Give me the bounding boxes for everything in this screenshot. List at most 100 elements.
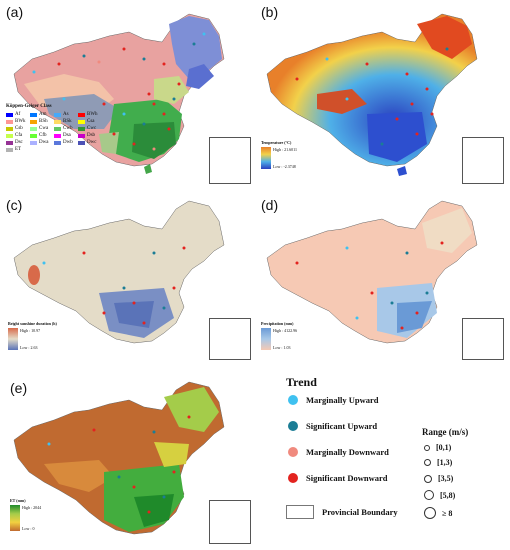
koppen-class-item: ET [6, 147, 29, 153]
trend-item: Significant Downward [288, 473, 387, 483]
range-item: [0,1) [424, 443, 451, 452]
temperature-map [266, 13, 478, 176]
class-label: Dwa [39, 140, 49, 145]
trend-label: Significant Upward [306, 421, 378, 431]
colorbar-high: High : 21.6011 [273, 147, 297, 152]
koppen-legend: Köppen-Geiger Class Af Am As BWh BWk BSh BSk Cs… [6, 104, 101, 153]
koppen-class-list: Af Am As BWh BWk BSh BSk Csa Csb Cwa Cwb Cwc Cfa Cfb D… [6, 112, 101, 153]
boundary-swatch [286, 505, 314, 519]
circle-icon [424, 507, 436, 519]
koppen-class-item: BSk [54, 119, 77, 125]
class-label: BWk [15, 119, 26, 124]
colorbar-title: ET (mm) [10, 498, 26, 503]
colorbar-low: Low : 2.63 [20, 345, 38, 350]
class-swatch [54, 127, 61, 131]
koppen-class-item: Dwb [54, 140, 77, 146]
class-swatch [6, 127, 13, 131]
class-swatch [54, 141, 61, 145]
circle-icon [424, 490, 434, 500]
class-label: Dwb [63, 140, 73, 145]
koppen-class-item: Dsc [6, 140, 29, 146]
circle-icon [288, 421, 298, 431]
south-china-sea-inset [209, 318, 251, 360]
colorbar-title: Bright sunshine duration (h) [8, 321, 57, 326]
koppen-class-item: BWh [78, 112, 101, 118]
range-title: Range (m/s) [422, 427, 469, 437]
precipitation-map [266, 200, 478, 344]
colorbar-title: Precipitation (mm) [261, 321, 294, 326]
class-label: Af [15, 112, 21, 117]
precipitation-colorbar [261, 328, 271, 350]
koppen-map [13, 13, 225, 174]
et-map [13, 381, 225, 535]
colorbar-low: Low : 0 [22, 526, 35, 531]
panel-label: (a) [6, 4, 24, 20]
class-swatch [54, 120, 61, 124]
legend-title: Köppen-Geiger Class [6, 104, 52, 109]
class-swatch [78, 113, 85, 117]
class-label: BSh [39, 119, 48, 124]
koppen-class-item: Dsb [78, 133, 101, 139]
boundary-label: Provincial Boundary [322, 507, 398, 517]
class-swatch [78, 120, 85, 124]
class-label: Cfb [39, 133, 47, 138]
south-china-sea-inset [209, 137, 251, 184]
class-label: BSk [63, 119, 72, 124]
circle-icon [424, 444, 430, 451]
koppen-class-item: Af [6, 112, 29, 118]
koppen-class-item: Csa [78, 119, 101, 125]
panel-label: (e) [10, 380, 28, 396]
circle-icon [424, 459, 431, 466]
range-item: [1,3) [424, 458, 452, 467]
circle-icon [288, 473, 298, 483]
trend-label: Marginally Downward [306, 447, 389, 457]
trend-legend: Trend Marginally Upward Significant Upwa… [282, 375, 502, 535]
class-swatch [30, 141, 37, 145]
range-item: [5,8) [424, 490, 455, 500]
koppen-class-item: Cfb [30, 133, 53, 139]
panel-c: (c) Bright sunshine duration (h) High : … [4, 193, 254, 363]
trend-title: Trend [286, 375, 317, 389]
provincial-boundary-legend: Provincial Boundary [286, 505, 398, 519]
colorbar-high: High : 2044 [22, 505, 42, 510]
station-dots [42, 246, 186, 325]
class-label: Dsb [87, 133, 96, 138]
koppen-class-item: Cwb [54, 126, 77, 132]
class-label: Cwb [63, 126, 73, 131]
south-china-sea-inset [462, 137, 504, 184]
class-label: Cwa [39, 126, 49, 131]
south-china-sea-inset [209, 500, 251, 544]
circle-icon [424, 474, 432, 483]
class-label: Cwc [87, 126, 97, 131]
south-china-sea-inset [462, 318, 504, 360]
class-swatch [54, 134, 61, 138]
panel-label: (c) [6, 197, 23, 213]
class-label: Csa [87, 119, 95, 124]
sunshine-map [13, 200, 225, 344]
koppen-class-item: Am [30, 112, 53, 118]
panel-b: (b) Temperature (°C) High : 21.6011 Low … [257, 4, 507, 189]
station-dots [32, 32, 206, 151]
koppen-class-item: Csb [6, 126, 29, 132]
range-item: [3,5) [424, 474, 453, 483]
class-swatch [30, 134, 37, 138]
trend-label: Marginally Upward [306, 395, 379, 405]
koppen-class-item: BWk [6, 119, 29, 125]
class-label: BWh [87, 112, 98, 117]
panel-d: (d) Precipitation (mm) High : 4122.96 Lo… [257, 193, 507, 363]
koppen-class-item: Cfa [6, 133, 29, 139]
colorbar-low: Low : 1.03 [273, 345, 291, 350]
class-label: Cfa [15, 133, 23, 138]
class-swatch [78, 141, 85, 145]
class-swatch [54, 113, 61, 117]
class-swatch [6, 113, 13, 117]
koppen-class-item: Dwa [30, 140, 53, 146]
panel-e: (e) ET (mm) High : 2044 Low : 0 [4, 372, 254, 547]
temperature-colorbar [261, 147, 271, 169]
class-label: Dsc [15, 140, 23, 145]
class-swatch [6, 148, 13, 152]
class-swatch [30, 113, 37, 117]
koppen-class-item: As [54, 112, 77, 118]
class-swatch [30, 120, 37, 124]
class-label: Dsa [63, 133, 71, 138]
